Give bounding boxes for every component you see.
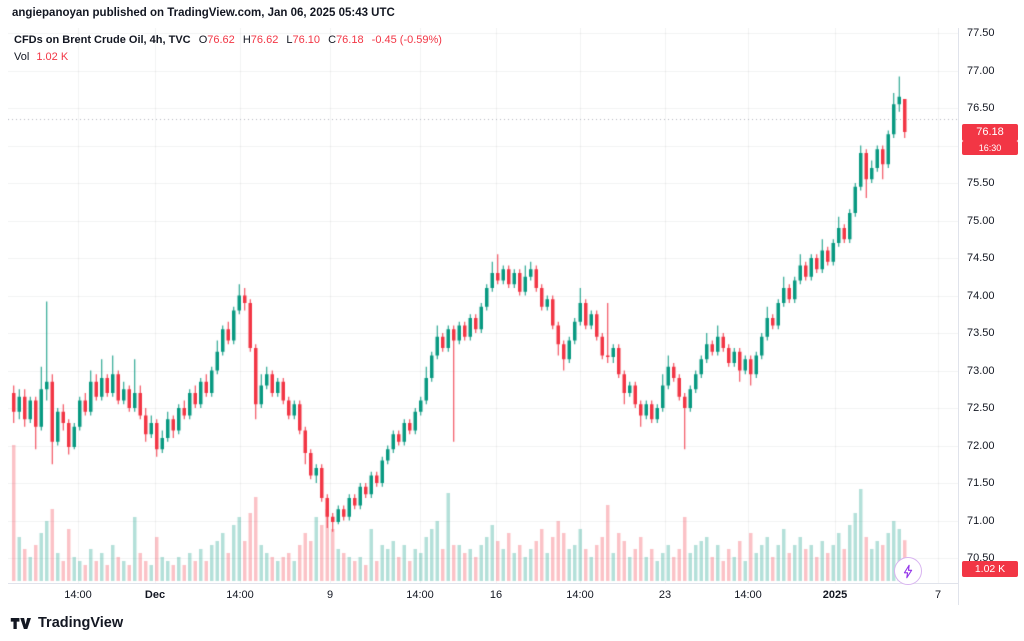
time-axis-label: 23 (658, 589, 672, 601)
time-axis-label: 14:00 (566, 589, 594, 601)
price-axis-label: 75.00 (967, 214, 995, 227)
chart-legend: CFDs on Brent Crude Oil, 4h, TVC O76.62 … (14, 32, 442, 65)
time-axis-label: Dec (144, 589, 166, 601)
high-label: H (242, 34, 251, 46)
time-axis-label: 9 (326, 589, 334, 601)
volume-value: 1.02 K (36, 51, 69, 63)
tradingview-logo-icon[interactable] (10, 616, 32, 631)
tradingview-brand[interactable]: TradingView (38, 615, 124, 631)
footer: TradingView (0, 605, 1024, 641)
change-value: -0.45 (-0.59%) (371, 34, 442, 46)
low-label: L (286, 34, 293, 46)
price-axis-label: 74.50 (967, 252, 995, 264)
price-axis-label: 73.00 (967, 364, 995, 377)
time-axis-label: 14:00 (64, 589, 92, 601)
price-axis-label: 77.50 (967, 27, 995, 39)
open-label: O (198, 34, 208, 46)
chart-region: CFDs on Brent Crude Oil, 4h, TVC O76.62 … (0, 27, 1024, 606)
volume-badge: 1.02 K (962, 561, 1018, 577)
price-axis-label: 76.50 (967, 102, 995, 114)
open-value: 76.62 (207, 34, 235, 46)
legend-volume-row: Vol 1.02 K (14, 49, 442, 65)
attribution-line: angiepanoyan published on TradingView.co… (12, 7, 395, 19)
time-axis-label: 14:00 (226, 589, 254, 601)
legend-symbol-row[interactable]: CFDs on Brent Crude Oil, 4h, TVC O76.62 … (14, 32, 442, 48)
price-axis[interactable]: 70.50 71.00 71.50 72.00 72.50 73.00 73.50 74.00… (958, 27, 1024, 605)
attribution-text: published on TradingView.com, Jan 06, 20… (89, 7, 395, 19)
top-bar: angiepanoyan published on TradingView.co… (0, 0, 1024, 28)
lightning-icon (903, 564, 912, 578)
price-axis-label: 75.50 (967, 177, 995, 189)
flash-button[interactable] (894, 557, 922, 585)
symbol-title[interactable]: CFDs on Brent Crude Oil, 4h, TVC (14, 34, 191, 46)
price-axis-label: 77.00 (967, 64, 995, 77)
close-label: C (328, 34, 337, 46)
attribution-username: angiepanoyan (12, 7, 90, 19)
time-axis-label: 16 (489, 589, 503, 601)
price-axis-label: 72.00 (967, 439, 995, 452)
price-axis-label: 71.00 (967, 514, 995, 527)
time-axis-label: 2025 (822, 589, 848, 601)
price-axis-label: 72.50 (967, 402, 995, 414)
time-axis-label: 14:00 (406, 589, 434, 601)
candlestick-chart-canvas[interactable] (8, 28, 958, 583)
price-axis-label: 71.50 (967, 477, 995, 489)
high-value: 76.62 (250, 34, 279, 46)
time-axis-label: 7 (934, 589, 942, 601)
price-axis-label: 73.50 (967, 327, 995, 339)
time-axis-label: 14:00 (734, 589, 762, 601)
price-axis-label: 74.00 (967, 289, 995, 302)
bar-countdown-badge: 16:30 (962, 140, 1018, 155)
last-price-badge: 76.18 (962, 123, 1018, 141)
close-value: 76.18 (336, 34, 364, 46)
low-value: 76.10 (292, 34, 321, 46)
volume-label: Vol (14, 51, 30, 63)
time-axis[interactable]: 14:00 Dec 14:00 9 14:00 16 14:00 23 14:00 2025 7 (8, 583, 958, 606)
